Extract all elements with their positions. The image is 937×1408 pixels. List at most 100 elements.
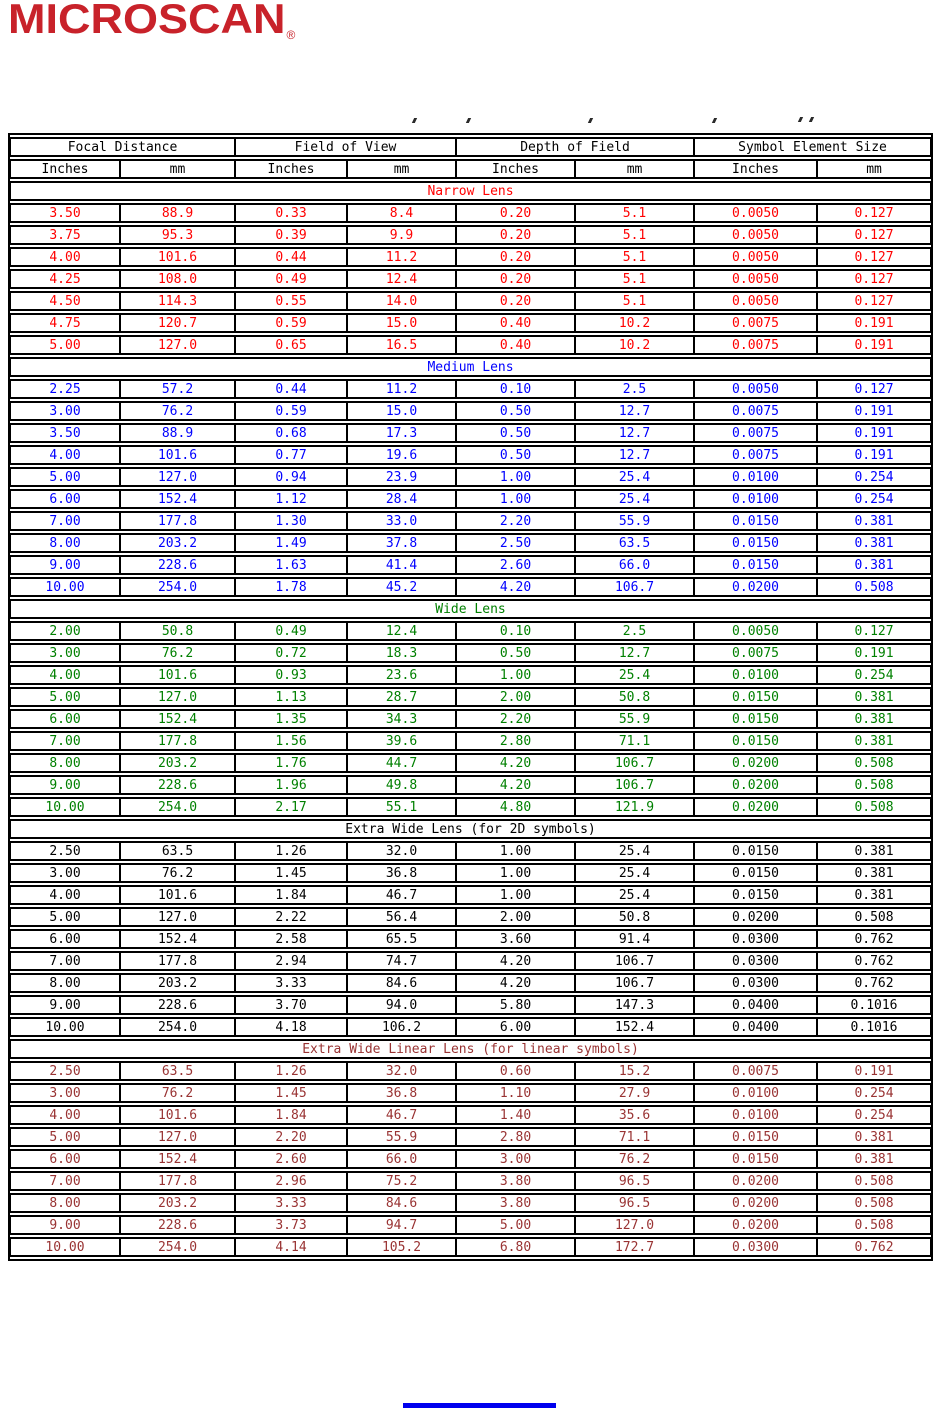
table-cell: 50.8 [575, 687, 695, 707]
cutoff-text-artifact [587, 118, 594, 123]
table-cell: 1.10 [456, 1083, 576, 1103]
table-cell: 55.9 [347, 1127, 457, 1147]
table-row: 10.00 254.0 4.18 106.2 6.00 152.4 0.0400 0.1016 [10, 1017, 932, 1037]
table-cell: 0.762 [817, 973, 932, 993]
table-cell: 5.00 [456, 1215, 576, 1235]
table-cell: 1.45 [235, 863, 348, 883]
table-cell: 0.127 [817, 291, 932, 311]
table-cell: 9.00 [10, 1215, 120, 1235]
table-row: 7.00 177.8 2.96 75.2 3.80 96.5 0.0200 0.508 [10, 1171, 932, 1191]
table-cell: 106.7 [575, 577, 695, 597]
table-cell: 203.2 [120, 533, 236, 553]
table-cell: 4.00 [10, 885, 120, 905]
table-cell: 127.0 [120, 687, 236, 707]
table-cell: 0.0150 [694, 885, 818, 905]
table-cell: 25.4 [575, 489, 695, 509]
table-cell: 0.44 [235, 379, 348, 399]
unit-header: Inches [10, 159, 120, 179]
table-cell: 1.30 [235, 511, 348, 531]
table-cell: 7.00 [10, 1171, 120, 1191]
table-cell: 63.5 [575, 533, 695, 553]
table-cell: 4.20 [456, 951, 576, 971]
table-cell: 6.00 [10, 489, 120, 509]
table-cell: 172.7 [575, 1237, 695, 1257]
table-cell: 106.7 [575, 951, 695, 971]
table-cell: 228.6 [120, 995, 236, 1015]
table-cell: 55.1 [347, 797, 457, 817]
table-cell: 0.0075 [694, 643, 818, 663]
table-row: 5.00 127.0 1.13 28.7 2.00 50.8 0.0150 0.381 [10, 687, 932, 707]
table-cell: 0.508 [817, 753, 932, 773]
table-row: 4.00 101.6 0.93 23.6 1.00 25.4 0.0100 0.254 [10, 665, 932, 685]
table-cell: 0.508 [817, 577, 932, 597]
table-cell: 2.5 [575, 379, 695, 399]
table-cell: 6.00 [10, 709, 120, 729]
table-cell: 0.0200 [694, 1171, 818, 1191]
table-cell: 63.5 [120, 1061, 236, 1081]
table-cell: 76.2 [575, 1149, 695, 1169]
section-header-row: Medium Lens [10, 357, 932, 377]
column-group-header: Focal Distance [10, 137, 236, 157]
table-cell: 0.191 [817, 313, 932, 333]
table-row: 2.25 57.2 0.44 11.2 0.10 2.5 0.0050 0.127 [10, 379, 932, 399]
table-cell: 101.6 [120, 665, 236, 685]
table-cell: 3.75 [10, 225, 120, 245]
table-cell: 152.4 [575, 1017, 695, 1037]
table-row: 4.00 101.6 0.44 11.2 0.20 5.1 0.0050 0.127 [10, 247, 932, 267]
table-cell: 1.00 [456, 885, 576, 905]
unit-header: mm [575, 159, 695, 179]
section-header-row: Wide Lens [10, 599, 932, 619]
table-cell: 0.20 [456, 225, 576, 245]
table-row: 10.00 254.0 2.17 55.1 4.80 121.9 0.0200 0.508 [10, 797, 932, 817]
table-cell: 0.0200 [694, 1215, 818, 1235]
table-cell: 8.00 [10, 1193, 120, 1213]
section-title: Extra Wide Lens (for 2D symbols) [10, 819, 932, 839]
table-row: 3.00 76.2 0.59 15.0 0.50 12.7 0.0075 0.191 [10, 401, 932, 421]
column-group-header-row: Focal Distance Field of View Depth of Fiel… [10, 137, 932, 157]
table-cell: 9.9 [347, 225, 457, 245]
table-cell: 101.6 [120, 247, 236, 267]
table-cell: 127.0 [120, 467, 236, 487]
table-cell: 3.50 [10, 203, 120, 223]
table-cell: 0.50 [456, 445, 576, 465]
table-cell: 108.0 [120, 269, 236, 289]
table-cell: 228.6 [120, 1215, 236, 1235]
unit-header-row: Inches mm Inches mm Inches mm Inches mm [10, 159, 932, 179]
table-cell: 147.3 [575, 995, 695, 1015]
table-cell: 0.1016 [817, 995, 932, 1015]
table-cell: 0.0300 [694, 929, 818, 949]
table-cell: 177.8 [120, 1171, 236, 1191]
table-row: 6.00 152.4 1.35 34.3 2.20 55.9 0.0150 0.381 [10, 709, 932, 729]
table-cell: 101.6 [120, 885, 236, 905]
table-cell: 0.59 [235, 401, 348, 421]
table-cell: 16.5 [347, 335, 457, 355]
table-cell: 84.6 [347, 1193, 457, 1213]
table-cell: 0.0075 [694, 401, 818, 421]
table-cell: 32.0 [347, 841, 457, 861]
table-cell: 0.33 [235, 203, 348, 223]
table-cell: 152.4 [120, 929, 236, 949]
microscan-logo: MICROSCAN ® [8, 0, 295, 46]
table-cell: 0.381 [817, 533, 932, 553]
table-cell: 0.0150 [694, 1149, 818, 1169]
table-cell: 12.7 [575, 445, 695, 465]
table-cell: 2.17 [235, 797, 348, 817]
table-cell: 5.1 [575, 269, 695, 289]
table-cell: 5.1 [575, 225, 695, 245]
table-cell: 66.0 [575, 555, 695, 575]
table-cell: 0.0150 [694, 709, 818, 729]
table-cell: 46.7 [347, 1105, 457, 1125]
table-cell: 0.191 [817, 401, 932, 421]
table-row: 8.00 203.2 3.33 84.6 3.80 96.5 0.0200 0.508 [10, 1193, 932, 1213]
table-cell: 14.0 [347, 291, 457, 311]
cutoff-text-artifact [411, 118, 418, 123]
table-cell: 94.0 [347, 995, 457, 1015]
table-cell: 0.508 [817, 1215, 932, 1235]
section-header-row: Extra Wide Linear Lens (for linear symbo… [10, 1039, 932, 1059]
table-cell: 25.4 [575, 467, 695, 487]
footer-link-underline[interactable] [403, 1403, 556, 1408]
table-cell: 0.55 [235, 291, 348, 311]
table-cell: 0.20 [456, 247, 576, 267]
table-cell: 0.508 [817, 1193, 932, 1213]
